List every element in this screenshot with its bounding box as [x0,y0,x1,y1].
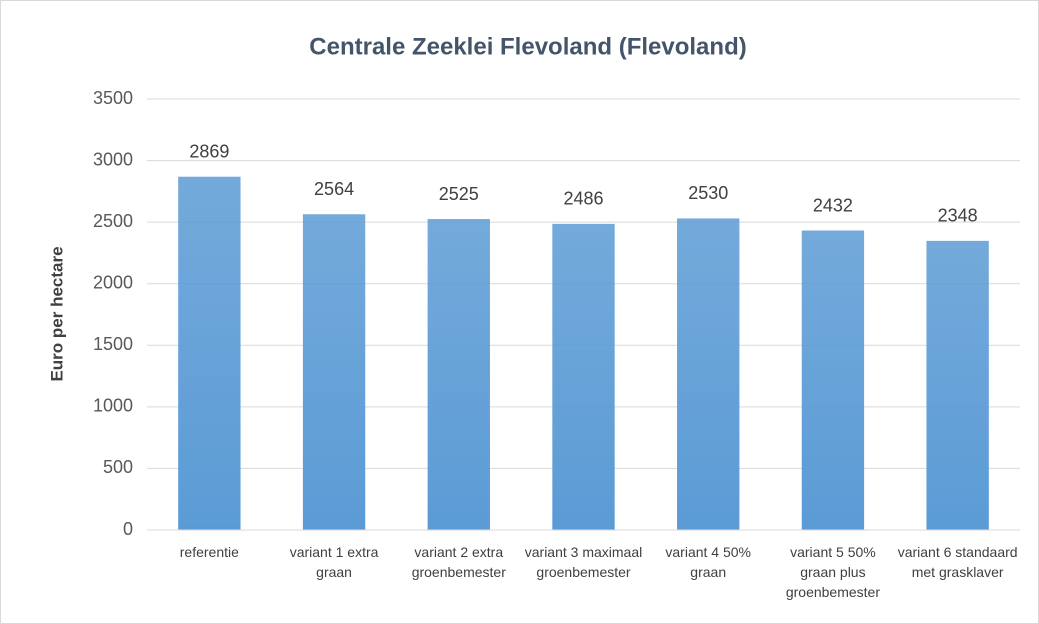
data-label: 2486 [563,189,603,209]
x-tick-label: variant 5 50% graan plus groenbemester [785,544,880,600]
data-label: 2525 [439,184,479,204]
data-label: 2348 [938,206,978,226]
y-tick-label: 1500 [93,334,133,354]
y-tick-label: 2500 [93,211,133,231]
data-label: 2432 [813,195,853,215]
y-tick-label: 3000 [93,149,133,169]
y-tick-label: 2000 [93,272,133,292]
data-label: 2564 [314,179,354,199]
bar [926,240,989,530]
y-tick-label: 3500 [93,88,133,108]
y-tick-label: 500 [103,457,133,477]
data-label: 2530 [688,183,728,203]
bar [178,176,241,531]
x-tick-label: variant 6 standaard met grasklaver [897,544,1018,580]
bar [801,230,865,530]
bar [302,214,366,530]
x-tick-label: referentie [179,544,239,560]
data-label: 2869 [189,141,229,161]
x-tick-label: variant 4 50% graan [665,544,751,580]
x-tick-label: variant 2 extra groenbemester [411,544,506,580]
bar [427,219,490,531]
chart-title: Centrale Zeeklei Flevoland (Flevoland) [309,33,746,60]
x-tick-label: variant 1 extra graan [289,544,379,580]
bar [677,218,740,530]
y-tick-label: 1000 [93,396,133,416]
x-tick-label: variant 3 maximaal groenbemester [524,544,643,580]
bar [552,223,615,530]
y-tick-label: 0 [123,519,133,539]
y-axis-label: Euro per hectare [47,246,66,381]
